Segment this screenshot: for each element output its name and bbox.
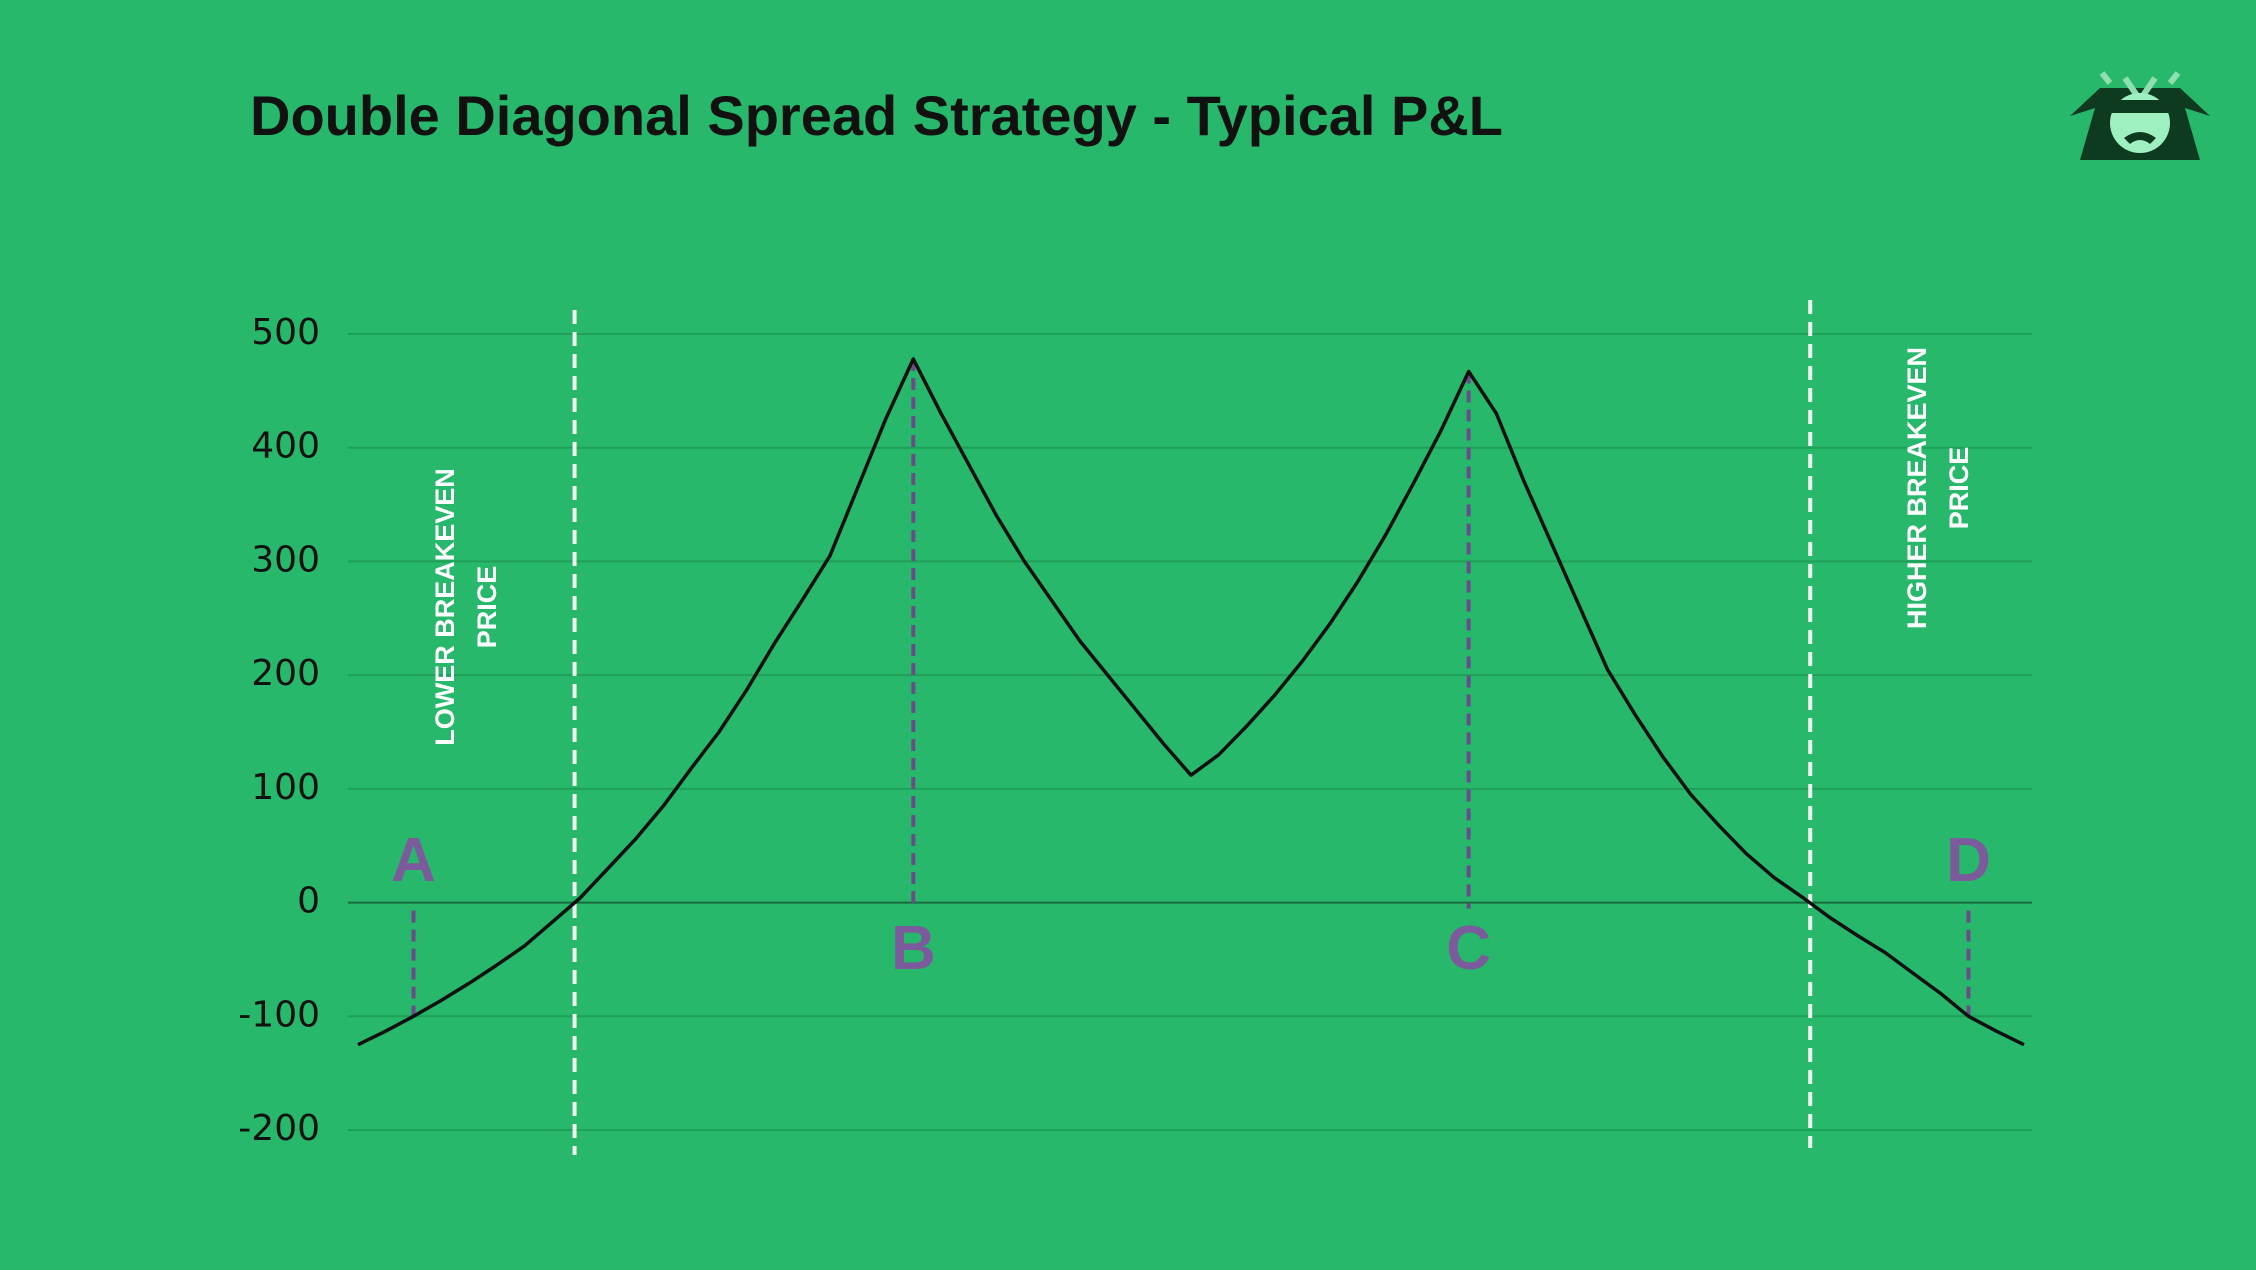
y-tick-label: 0: [297, 881, 320, 922]
annotation-label: B: [891, 914, 936, 983]
y-tick-label: 500: [251, 312, 320, 353]
y-tick-label: 100: [251, 767, 320, 808]
annotation-label: D: [1946, 826, 1991, 895]
y-tick-label: -100: [238, 994, 320, 1035]
pl-line: [357, 357, 2025, 1047]
breakeven-text: PRICE: [1944, 447, 1974, 530]
breakeven-label: LOWER BREAKEVEN PRICE: [430, 468, 502, 746]
breakeven-text: HIGHER BREAKEVEN: [1902, 347, 1932, 629]
annotation-label: A: [391, 826, 436, 895]
y-tick-label: 200: [251, 653, 320, 694]
y-tick-label: -200: [238, 1108, 320, 1149]
y-tick-label: 400: [251, 426, 320, 467]
y-tick-label: 300: [251, 539, 320, 580]
logo: [2070, 71, 2210, 160]
chart-title: Double Diagonal Spread Strategy - Typica…: [250, 84, 1503, 147]
annotation-label: C: [1446, 914, 1491, 983]
breakeven-text: LOWER BREAKEVEN: [430, 468, 460, 746]
breakeven-label: HIGHER BREAKEVEN PRICE: [1902, 347, 1974, 629]
breakeven-text: PRICE: [472, 566, 502, 649]
